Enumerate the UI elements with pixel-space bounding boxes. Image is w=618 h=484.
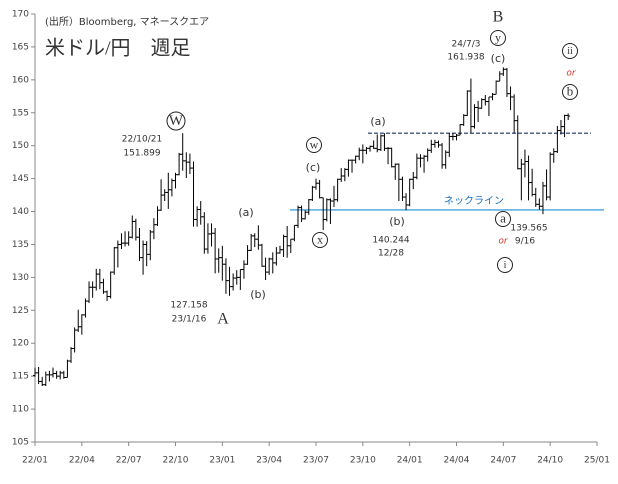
annotation: A <box>217 311 229 328</box>
annotation-circle <box>312 232 328 248</box>
annotation: 140.244 <box>372 236 409 246</box>
annotation: 22/10/21 <box>122 135 162 145</box>
annotation-circle <box>490 30 506 46</box>
annotation: 151.899 <box>123 149 160 159</box>
annotation: (c) <box>306 161 321 174</box>
y-tick-label: 105 <box>12 438 29 448</box>
annotation: y <box>495 30 501 44</box>
annotation-circle <box>562 43 578 59</box>
x-tick-label: 25/01 <box>584 456 610 466</box>
annotation-circle <box>495 211 511 227</box>
annotation-circle <box>306 137 322 153</box>
annotation: (出所）Bloomberg, マネースクエア <box>45 15 209 28</box>
annotation-circle <box>497 257 513 273</box>
annotation: B <box>493 9 504 26</box>
annotation: 127.158 <box>170 301 207 311</box>
x-tick-label: 23/01 <box>209 456 235 466</box>
y-tick-label: 135 <box>12 240 29 250</box>
annotation: or <box>566 69 577 79</box>
y-tick-label: 155 <box>12 108 29 118</box>
annotation: a <box>500 210 506 225</box>
y-tick-label: 110 <box>12 405 29 415</box>
x-tick-label: 22/10 <box>163 456 189 466</box>
x-tick-label: 24/10 <box>537 456 563 466</box>
annotation: 23/1/16 <box>172 315 207 325</box>
annotation: 139.565 <box>510 224 547 234</box>
x-tick-label: 23/10 <box>350 456 376 466</box>
x-tick-label: 23/07 <box>303 456 329 466</box>
x-tick-label: 22/07 <box>116 456 142 466</box>
y-tick-label: 170 <box>12 10 29 20</box>
annotation-circle <box>166 111 186 131</box>
annotation: 24/7/3 <box>452 40 481 50</box>
y-tick-label: 120 <box>12 339 29 349</box>
annotation: ネックライン <box>444 195 504 207</box>
y-tick-label: 125 <box>12 306 29 316</box>
y-tick-label: 115 <box>12 372 29 382</box>
annotation: i <box>504 260 507 271</box>
annotation: 12/28 <box>378 249 404 259</box>
annotation: or <box>498 237 509 247</box>
x-tick-label: 22/04 <box>69 456 95 466</box>
x-tick-label: 24/04 <box>444 456 470 466</box>
annotation: x <box>317 232 323 246</box>
annotation: 米ドル/円 週足 <box>45 37 191 60</box>
annotation: ii <box>567 46 573 57</box>
x-tick-label: 22/01 <box>22 456 48 466</box>
x-tick-label: 24/07 <box>490 456 516 466</box>
y-tick-label: 130 <box>12 273 29 283</box>
x-tick-label: 23/04 <box>256 456 282 466</box>
x-tick-label: 24/01 <box>397 456 423 466</box>
annotation: (a) <box>370 115 385 128</box>
y-tick-label: 150 <box>12 141 29 151</box>
annotation: 9/16 <box>515 237 535 247</box>
y-tick-label: 165 <box>12 42 29 52</box>
y-tick-label: 160 <box>12 75 29 85</box>
annotation: b <box>567 83 574 98</box>
y-tick-label: 145 <box>12 174 29 184</box>
annotation: W <box>169 113 184 129</box>
annotation: 161.938 <box>447 53 484 63</box>
annotation: (c) <box>491 52 506 65</box>
annotation: (b) <box>389 215 405 228</box>
annotation: (b) <box>250 288 266 301</box>
annotation-circle <box>562 84 578 100</box>
annotation: (a) <box>238 206 253 219</box>
annotation: w <box>310 137 319 151</box>
y-tick-label: 140 <box>12 207 29 217</box>
